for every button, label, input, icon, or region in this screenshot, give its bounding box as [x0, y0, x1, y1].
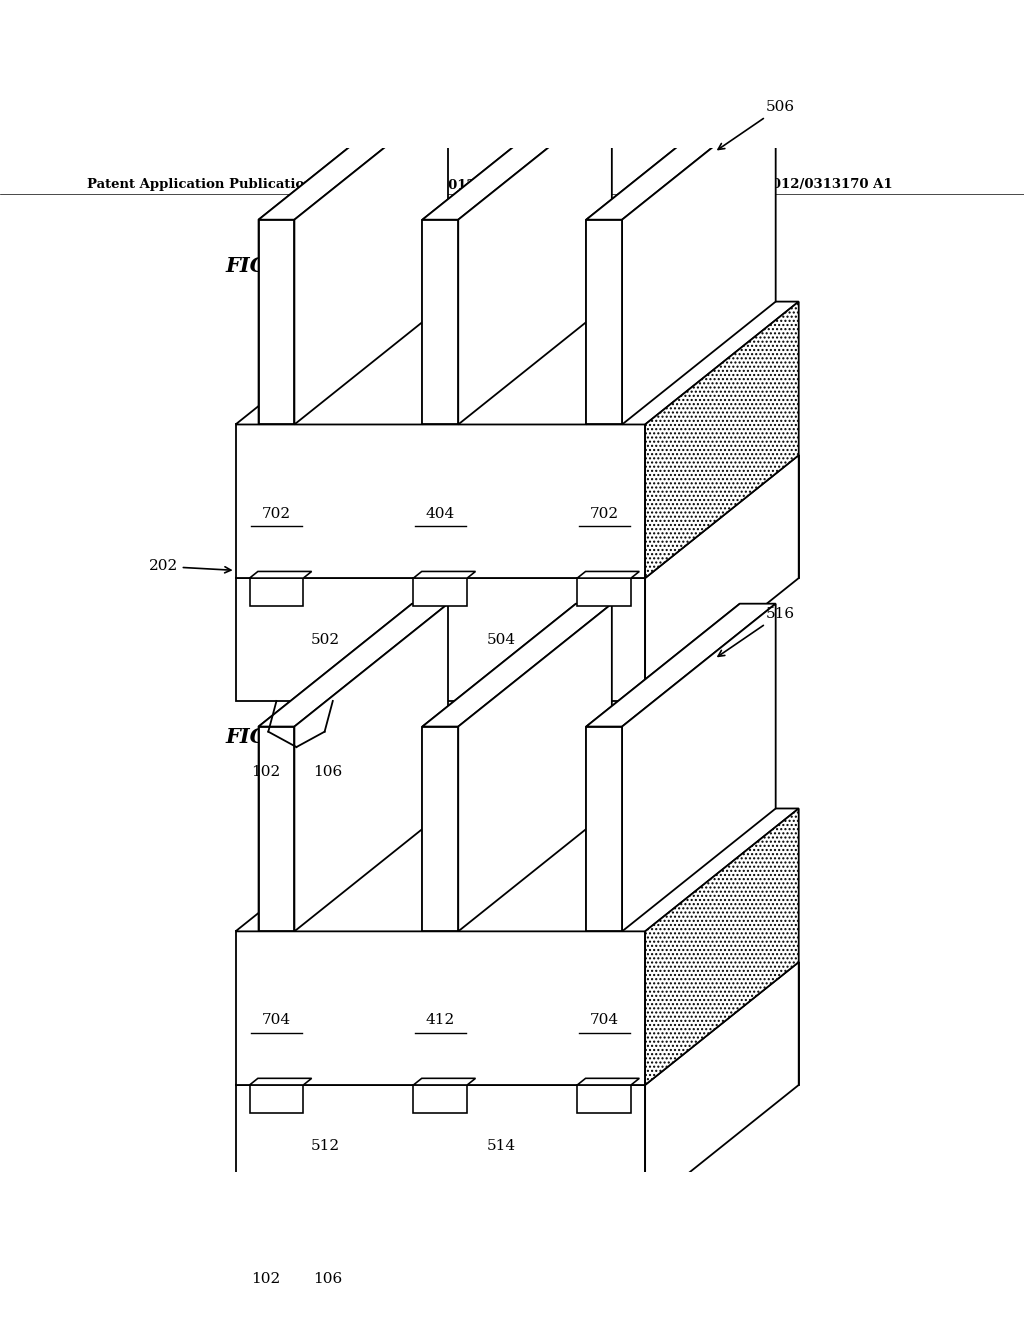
Text: US 2012/0313170 A1: US 2012/0313170 A1	[737, 178, 893, 191]
Text: 514: 514	[487, 1139, 516, 1154]
Text: 512: 512	[311, 1139, 340, 1154]
Polygon shape	[422, 603, 575, 932]
Text: 502: 502	[311, 632, 340, 647]
Text: Dec. 13, 2012  Sheet 7 of 15: Dec. 13, 2012 Sheet 7 of 15	[374, 178, 583, 191]
Polygon shape	[236, 455, 799, 578]
Polygon shape	[586, 603, 776, 726]
Polygon shape	[236, 301, 799, 425]
Polygon shape	[422, 96, 575, 425]
Polygon shape	[414, 572, 475, 578]
Text: 704: 704	[262, 1014, 291, 1027]
Polygon shape	[258, 96, 449, 219]
Text: 516: 516	[718, 607, 795, 656]
Polygon shape	[414, 578, 467, 606]
Polygon shape	[414, 1078, 475, 1085]
Polygon shape	[645, 808, 799, 1085]
Polygon shape	[645, 962, 799, 1208]
Text: FIG. 7B: FIG. 7B	[225, 727, 313, 747]
Polygon shape	[414, 1085, 467, 1113]
Text: 704: 704	[590, 1014, 618, 1027]
Polygon shape	[578, 1085, 631, 1113]
Polygon shape	[578, 578, 631, 606]
Polygon shape	[459, 603, 612, 932]
Polygon shape	[586, 219, 622, 425]
Polygon shape	[236, 1085, 645, 1208]
Text: 106: 106	[313, 766, 342, 780]
Polygon shape	[422, 96, 612, 219]
Polygon shape	[586, 96, 776, 219]
Polygon shape	[250, 572, 311, 578]
Polygon shape	[622, 96, 776, 425]
Polygon shape	[578, 572, 639, 578]
Polygon shape	[258, 96, 412, 425]
Text: 702: 702	[590, 507, 618, 520]
Text: 102: 102	[252, 766, 281, 780]
Polygon shape	[586, 603, 739, 932]
Polygon shape	[586, 726, 622, 932]
Polygon shape	[578, 1078, 639, 1085]
Polygon shape	[645, 455, 799, 578]
Polygon shape	[622, 603, 776, 932]
Polygon shape	[258, 603, 449, 726]
Polygon shape	[422, 603, 612, 726]
Polygon shape	[645, 455, 799, 701]
Polygon shape	[250, 1078, 311, 1085]
Polygon shape	[459, 96, 612, 425]
Polygon shape	[236, 932, 645, 1085]
Text: 202: 202	[148, 560, 230, 573]
Polygon shape	[295, 96, 449, 425]
Polygon shape	[250, 1085, 303, 1113]
Polygon shape	[422, 219, 459, 425]
Polygon shape	[236, 808, 799, 932]
Text: 106: 106	[313, 1272, 342, 1287]
Text: 702: 702	[262, 507, 291, 520]
Polygon shape	[250, 578, 303, 606]
Polygon shape	[422, 726, 459, 932]
Polygon shape	[236, 425, 645, 578]
Polygon shape	[258, 726, 295, 932]
Polygon shape	[236, 578, 645, 701]
Polygon shape	[236, 962, 799, 1085]
Polygon shape	[586, 96, 739, 425]
Polygon shape	[258, 219, 295, 425]
Text: 412: 412	[426, 1014, 455, 1027]
Text: 404: 404	[426, 507, 455, 520]
Text: FIG. 7A: FIG. 7A	[225, 256, 312, 276]
Polygon shape	[258, 603, 412, 932]
Text: 504: 504	[487, 632, 516, 647]
Text: 102: 102	[252, 1272, 281, 1287]
Text: 506: 506	[718, 100, 795, 149]
Polygon shape	[295, 603, 449, 932]
Text: Patent Application Publication: Patent Application Publication	[87, 178, 313, 191]
Polygon shape	[645, 962, 799, 1085]
Polygon shape	[645, 301, 799, 578]
